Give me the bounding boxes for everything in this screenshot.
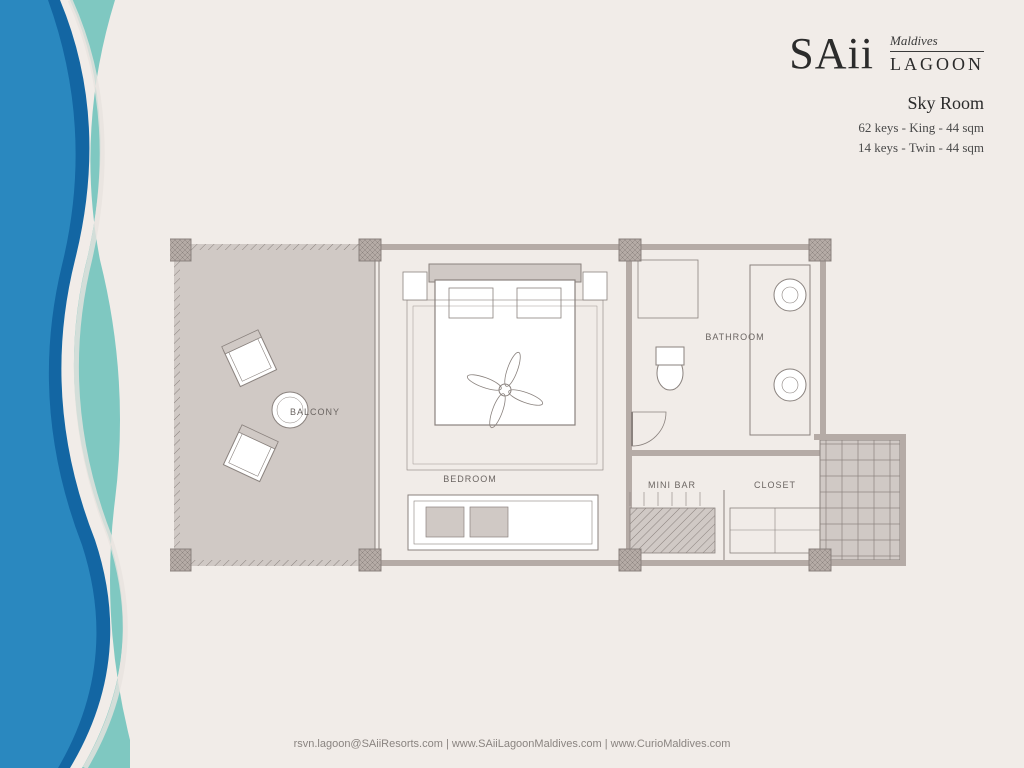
room-title: Sky Room — [789, 93, 984, 114]
wave-decoration — [0, 0, 130, 768]
svg-text:BEDROOM: BEDROOM — [443, 474, 497, 484]
brand-main: SAii — [789, 28, 874, 79]
footer-text: rsvn.lagoon@SAiiResorts.com | www.SAiiLa… — [0, 738, 1024, 750]
svg-text:MINI BAR: MINI BAR — [648, 480, 696, 490]
room-spec-2: 14 keys - Twin - 44 sqm — [789, 138, 984, 158]
brand-property: LAGOON — [890, 54, 984, 75]
svg-text:BATHROOM: BATHROOM — [705, 332, 764, 342]
svg-text:CLOSET: CLOSET — [754, 480, 796, 490]
floorplan: BALCONY BEDROOM BATHROOM MINI BAR CLOSET — [170, 220, 910, 600]
brand-row: SAii Maldives LAGOON — [789, 28, 984, 79]
header-block: SAii Maldives LAGOON Sky Room 62 keys - … — [789, 28, 984, 157]
svg-text:BALCONY: BALCONY — [290, 407, 340, 417]
brand-location: Maldives — [890, 33, 938, 49]
room-spec-1: 62 keys - King - 44 sqm — [789, 118, 984, 138]
